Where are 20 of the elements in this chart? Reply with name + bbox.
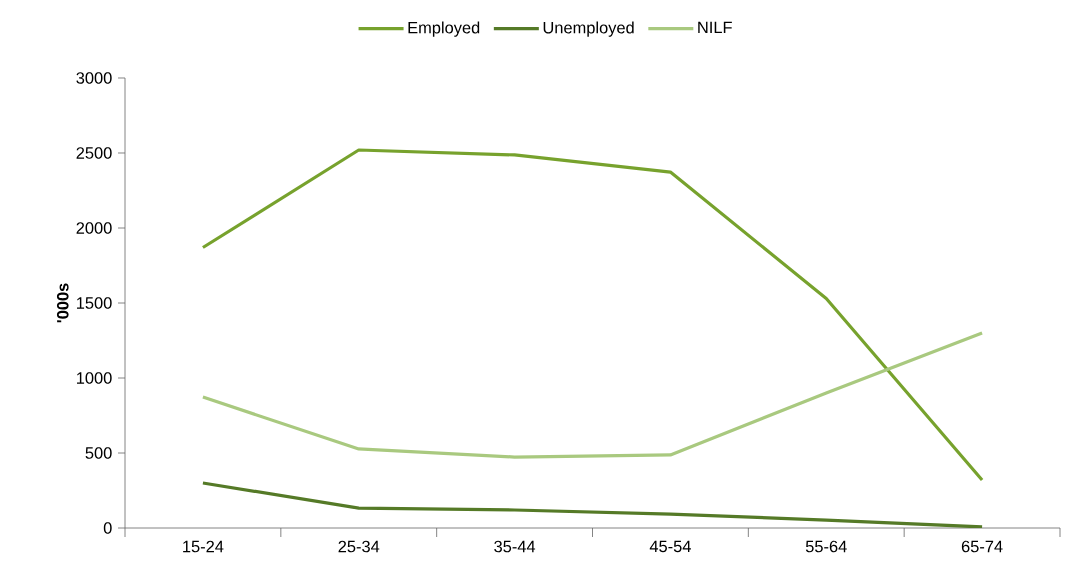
y-tick-label: 500 <box>85 447 112 459</box>
line-series <box>201 481 984 528</box>
x-tick-label: 65-74 <box>961 540 1003 553</box>
line-series <box>201 148 984 482</box>
line-series <box>201 331 984 459</box>
y-tick-label: 1500 <box>77 297 112 309</box>
y-tick-label: 3000 <box>76 72 112 84</box>
legend-label: Employed <box>408 21 480 37</box>
x-tick-label: 45-54 <box>649 540 691 553</box>
x-tick-label: 55-64 <box>805 540 847 553</box>
x-tick-label: 15-24 <box>183 540 224 553</box>
y-tick-label: 1000 <box>77 372 112 384</box>
x-tick-label: 35-44 <box>494 540 536 553</box>
y-tick-label: 2000 <box>76 222 112 234</box>
x-tick-label: 25-34 <box>338 540 380 553</box>
y-tick-label: 0 <box>103 522 112 534</box>
y-tick-label: 2500 <box>76 147 112 159</box>
legend-label: Unemployed <box>543 21 634 37</box>
legend-label: NILF <box>698 21 732 34</box>
y-axis-title: '000s <box>56 283 69 323</box>
